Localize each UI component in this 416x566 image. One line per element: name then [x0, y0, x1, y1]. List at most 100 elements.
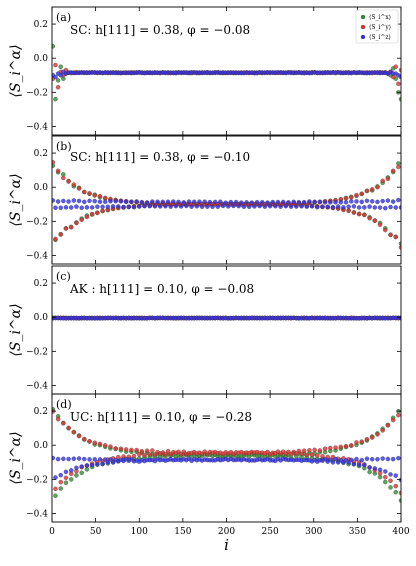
point-z: [58, 472, 63, 478]
y-tick-label: 0.0: [34, 183, 49, 193]
point-z: [63, 205, 69, 210]
point-z: [100, 461, 105, 467]
point-z: [390, 456, 396, 462]
point-z: [328, 200, 333, 205]
data-points: [52, 407, 401, 503]
point-z: [254, 200, 260, 205]
point-y: [131, 453, 137, 459]
point-y: [315, 453, 320, 458]
point-y: [390, 417, 396, 423]
point-z: [152, 204, 158, 209]
point-z: [123, 199, 129, 204]
panel-letter: (d): [56, 398, 72, 411]
point-z: [315, 204, 320, 210]
point-y: [385, 423, 391, 428]
legend-marker: [360, 24, 366, 30]
y-tick-label: −0.4: [26, 381, 48, 391]
point-z: [388, 472, 393, 477]
legend-entry: ⟨S_i^z⟩: [369, 34, 391, 41]
point-z: [307, 199, 312, 204]
point-z: [79, 464, 84, 469]
x-tick-label: 150: [174, 527, 191, 537]
point-y: [76, 186, 82, 191]
point-y: [364, 188, 370, 194]
legend-marker: [360, 14, 366, 20]
point-y: [383, 227, 388, 233]
point-z: [343, 200, 349, 205]
point-y: [55, 84, 61, 90]
point-z: [288, 204, 294, 209]
point-z: [260, 199, 265, 205]
y-tick-label: −0.2: [26, 217, 48, 227]
point-x: [68, 477, 74, 482]
point-y: [388, 478, 393, 483]
point-z: [66, 456, 71, 462]
point-z: [76, 456, 82, 461]
point-y: [328, 445, 333, 451]
point-z: [286, 200, 291, 205]
point-z: [364, 198, 370, 204]
point-z: [68, 205, 74, 210]
point-z: [377, 205, 383, 210]
point-z: [275, 199, 281, 205]
y-tick-label: 0.2: [34, 149, 48, 159]
point-z: [375, 199, 380, 205]
point-z: [173, 203, 179, 209]
point-y: [343, 196, 349, 201]
point-x: [74, 473, 79, 478]
panel-b: 0.2 0.0 −0.2 −0.4 (b)SC: h[111] = 0.38, φ = …: [8, 135, 402, 265]
point-z: [375, 457, 380, 462]
point-z: [380, 456, 385, 461]
y-tick-label: 0.0: [34, 441, 49, 451]
point-z: [139, 200, 145, 205]
point-z: [241, 204, 247, 209]
point-y: [150, 448, 155, 453]
point-z: [108, 457, 113, 462]
point-z: [74, 465, 79, 471]
point-z: [165, 199, 171, 205]
point-z: [126, 204, 132, 210]
point-z: [372, 205, 378, 210]
legend-marker: [360, 34, 366, 40]
point-z: [299, 204, 304, 209]
point-y: [375, 432, 380, 437]
point-z: [330, 205, 336, 210]
point-z: [372, 466, 378, 471]
point-y: [369, 435, 375, 440]
point-z: [176, 199, 181, 205]
point-z: [186, 199, 192, 204]
series-z: [52, 69, 401, 80]
point-z: [228, 199, 234, 205]
point-z: [218, 199, 223, 204]
point-z: [184, 203, 189, 209]
point-y: [100, 208, 105, 214]
point-z: [364, 456, 370, 461]
point-z: [349, 199, 354, 204]
point-z: [322, 200, 328, 205]
legend-entry: ⟨S_i^x⟩: [369, 14, 391, 21]
y-tick-label: −0.2: [26, 88, 48, 98]
point-z: [100, 204, 105, 210]
point-y: [390, 168, 396, 174]
point-x: [52, 44, 56, 49]
point-z: [92, 457, 97, 462]
point-z: [335, 204, 341, 209]
point-z: [102, 457, 108, 462]
point-y: [380, 178, 385, 184]
point-y: [165, 448, 171, 454]
point-x: [383, 479, 388, 485]
point-z: [362, 462, 367, 468]
y-axis-label: ⟨S_i^α⟩: [8, 431, 24, 484]
point-y: [307, 448, 312, 453]
point-y: [343, 444, 349, 449]
point-z: [97, 457, 103, 462]
point-z: [377, 467, 383, 472]
point-y: [364, 437, 370, 442]
y-tick-label: 0.2: [34, 279, 48, 289]
point-y: [163, 452, 168, 457]
x-tick-label: 350: [349, 527, 366, 537]
point-z: [147, 203, 152, 209]
point-z: [388, 204, 393, 210]
point-z: [338, 200, 344, 205]
